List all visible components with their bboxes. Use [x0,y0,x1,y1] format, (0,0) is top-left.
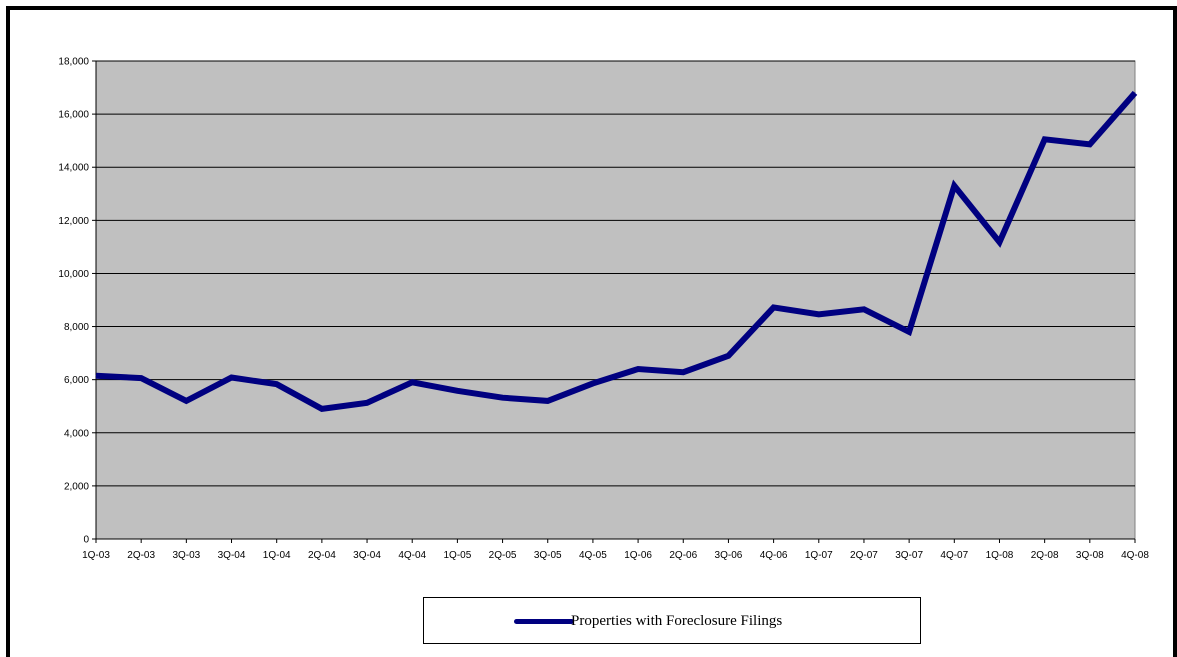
x-tick-label: 3Q-05 [534,550,562,561]
x-tick-label: 4Q-06 [760,550,788,561]
data-point [953,185,955,187]
x-tick-label: 3Q-04 [218,550,246,561]
data-point [231,377,233,379]
chart-frame: 0 2,000 4,000 6,000 8,000 10,000 12,000 14,000 1… [6,6,1177,657]
x-tick-label: 1Q-06 [624,550,652,561]
data-point [502,397,504,399]
y-tick-label: 2,000 [64,481,89,492]
x-tick-label: 3Q-06 [715,550,743,561]
x-tick-label: 3Q-03 [172,550,200,561]
data-point [456,390,458,392]
x-tick-label: 1Q-04 [263,550,291,561]
x-tick-label: 2Q-08 [1031,550,1059,561]
x-tick-label: 2Q-03 [127,550,155,561]
data-point [411,381,413,383]
data-point [637,368,639,370]
data-point [998,241,1000,243]
data-point [276,383,278,385]
x-tick-label: 3Q-08 [1076,550,1104,561]
y-tick-label: 16,000 [58,110,89,121]
y-tick-label: 8,000 [64,322,89,333]
y-tick-label: 14,000 [58,163,89,174]
y-tick-label: 12,000 [58,216,89,227]
data-point [1044,138,1046,140]
y-tick-label: 6,000 [64,375,89,386]
data-point [547,400,549,402]
plot-area [95,60,1136,540]
x-tick-label: 2Q-05 [489,550,517,561]
data-point [592,382,594,384]
y-tick-label: 0 [83,535,89,546]
chart-svg: 0 2,000 4,000 6,000 8,000 10,000 12,000 14,000 1… [58,57,1149,562]
legend: Properties with Foreclosure Filings [423,597,921,644]
series-line [95,90,1138,413]
y-tick-label: 10,000 [58,269,89,280]
data-point [321,408,323,410]
x-tick-label: 1Q-05 [443,550,471,561]
x-tick-label: 4Q-08 [1121,550,1149,561]
x-tick-label: 1Q-07 [805,550,833,561]
y-tick-label: 4,000 [64,428,89,439]
data-point [95,375,97,377]
x-tick-label: 4Q-05 [579,550,607,561]
x-tick-label: 2Q-06 [669,550,697,561]
data-point [682,371,684,373]
data-point [773,306,775,308]
data-point [908,331,910,333]
data-point [185,400,187,402]
legend-swatch [514,619,574,624]
x-tick-label: 4Q-07 [940,550,968,561]
x-tick-label: 2Q-04 [308,550,336,561]
x-tick-label: 3Q-04 [353,550,381,561]
data-point [140,377,142,379]
data-point [727,355,729,357]
y-tick-label: 18,000 [58,57,89,68]
legend-label: Properties with Foreclosure Filings [571,613,783,629]
x-tick-label: 3Q-07 [895,550,923,561]
x-tick-label: 1Q-03 [82,550,110,561]
data-point [1134,92,1136,94]
data-point [863,308,865,310]
x-tick-label: 1Q-08 [986,550,1014,561]
x-tick-label: 2Q-07 [850,550,878,561]
data-point [366,402,368,404]
data-point [1089,143,1091,145]
data-point [818,313,820,315]
x-tick-label: 4Q-04 [398,550,426,561]
